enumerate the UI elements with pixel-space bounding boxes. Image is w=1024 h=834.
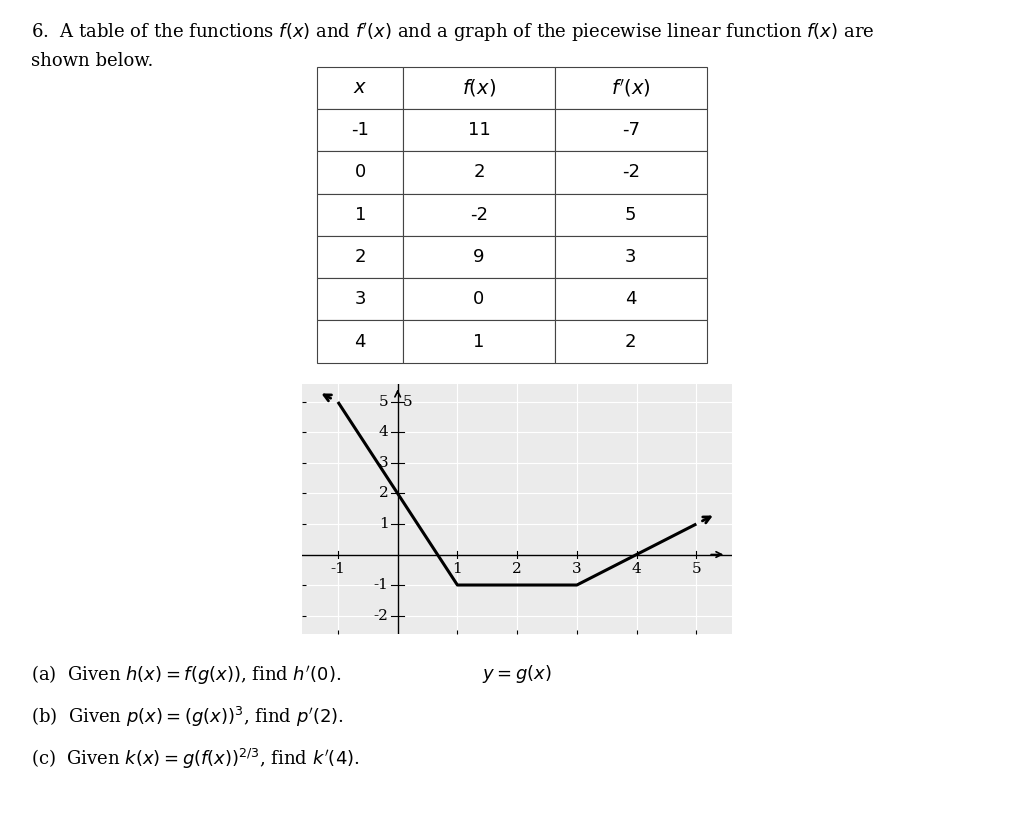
Text: (a)  Given $h(x) = f(g(x))$, find $h'(0)$.: (a) Given $h(x) = f(g(x))$, find $h'(0)$… (31, 663, 341, 686)
Text: shown below.: shown below. (31, 52, 154, 70)
Text: 2: 2 (379, 486, 389, 500)
Text: 4: 4 (632, 562, 641, 576)
Text: -2: -2 (374, 609, 389, 622)
Text: 2: 2 (512, 562, 522, 576)
Text: 5: 5 (402, 395, 412, 409)
Text: 6.  A table of the functions $f(x)$ and $f'(x)$ and a graph of the piecewise lin: 6. A table of the functions $f(x)$ and $… (31, 21, 874, 44)
Text: 5: 5 (691, 562, 701, 576)
Text: -1: -1 (374, 578, 389, 592)
Text: (b)  Given $p(x) = (g(x))^3$, find $p'(2)$.: (b) Given $p(x) = (g(x))^3$, find $p'(2)… (31, 705, 344, 729)
Text: 1: 1 (379, 517, 389, 531)
Text: 1: 1 (453, 562, 462, 576)
Text: 3: 3 (379, 456, 389, 470)
Text: $y = g(x)$: $y = g(x)$ (482, 663, 552, 685)
Text: 5: 5 (379, 395, 389, 409)
Text: 3: 3 (572, 562, 582, 576)
Text: (c)  Given $k(x) = g(f(x))^{2/3}$, find $k'(4)$.: (c) Given $k(x) = g(f(x))^{2/3}$, find $… (31, 746, 359, 771)
Text: -1: -1 (331, 562, 345, 576)
Text: 4: 4 (379, 425, 389, 440)
